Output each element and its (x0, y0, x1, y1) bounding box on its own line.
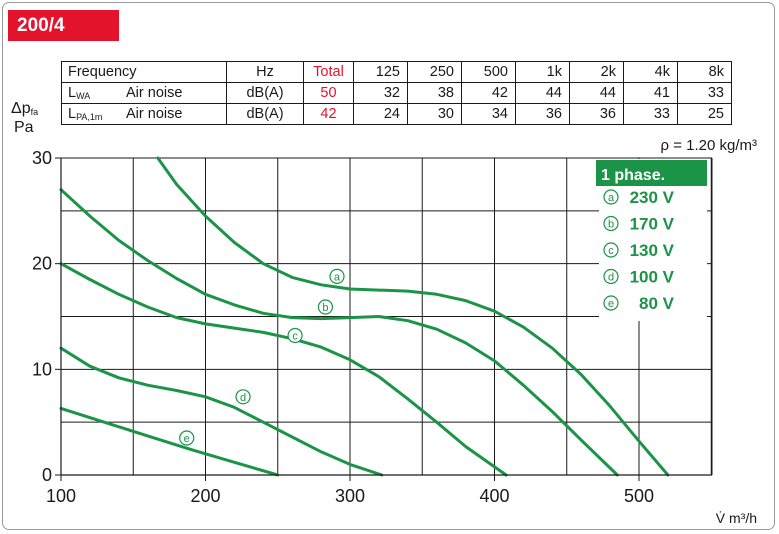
y-tick-label: 10 (32, 359, 52, 379)
row-band-value: 30 (407, 103, 462, 125)
noise-row-lwa: LWA Air noise dB(A) 50 32 38 42 44 44 41… (61, 82, 732, 104)
row-total: 42 (303, 103, 354, 125)
curve-d (59, 346, 384, 477)
noise-table-header-row: Frequency Hz Total 125 250 500 1k 2k 4k … (61, 61, 732, 83)
legend-item-label: 80 V (639, 294, 675, 313)
legend-item-label: 130 V (630, 241, 675, 260)
row-band-value: 42 (461, 82, 516, 104)
curve-c (59, 262, 508, 477)
legend-marker-text: e (608, 298, 614, 310)
curve-label-text: c (292, 331, 298, 343)
band-header: 4k (623, 61, 678, 83)
legend-marker-text: d (608, 272, 614, 284)
curves (59, 156, 670, 477)
density-note: ρ = 1.20 kg/m³ (661, 137, 758, 154)
x-tick-label: 400 (479, 486, 509, 506)
curve-label-marker-a (329, 268, 345, 284)
row-band-value: 25 (677, 103, 732, 125)
legend-marker-a (603, 189, 619, 205)
y-axis-symbol: Δpfa (11, 100, 39, 117)
band-header: 125 (353, 61, 408, 83)
curve-label-marker-b (317, 299, 334, 315)
legend-marker-e (603, 295, 619, 311)
row-band-value: 24 (353, 103, 408, 125)
frequency-header: Frequency (61, 61, 227, 83)
row-symbol: LWA (68, 85, 91, 101)
row-unit: dB(A) (226, 103, 304, 125)
legend-marker-text: b (608, 219, 614, 231)
row-symbol: LPA,1m (68, 106, 103, 122)
curve-labels: a b c d e (179, 268, 345, 446)
row-band-value: 34 (461, 103, 516, 125)
curve-label-text: a (334, 271, 341, 283)
x-tick-label: 300 (335, 486, 365, 506)
row-name: Air noise (126, 106, 183, 122)
noise-table: Frequency Hz Total 125 250 500 1k 2k 4k … (61, 61, 732, 125)
row-band-value: 41 (623, 82, 678, 104)
legend-item-label: 100 V (630, 268, 675, 287)
y-axis-unit: Pa (14, 119, 34, 136)
legend-title: 1 phase. (601, 167, 665, 184)
legend-item-label: 170 V (630, 215, 675, 234)
legend-marker-c (603, 242, 619, 258)
x-tick-label: 500 (624, 486, 654, 506)
legend-marker-b (603, 215, 619, 232)
curve-b (59, 188, 619, 477)
x-axis-label: V̇ m³/h (716, 510, 757, 526)
legend-marker-d (603, 268, 619, 285)
legend-item-label: 230 V (630, 188, 675, 207)
y-tick-label: 20 (32, 254, 52, 274)
model-badge: 200/4 (8, 10, 119, 41)
curve-a (156, 156, 670, 477)
curve-label-marker-d (235, 389, 251, 405)
x-tick-label: 200 (190, 486, 220, 506)
axes: 100 200 300 400 500 0 10 20 30 V̇ m³/h ρ = 1.20 kg… (32, 137, 757, 526)
legend-marker-text: a (608, 192, 615, 204)
noise-row-lpa: LPA,1m Air noise dB(A) 42 24 30 34 36 36… (61, 103, 732, 125)
row-name: Air noise (126, 85, 183, 101)
curve-label-marker-e (179, 430, 195, 446)
band-header: 250 (407, 61, 462, 83)
curve-e (59, 406, 280, 477)
band-header: 8k (677, 61, 732, 83)
x-tick-label: 100 (46, 486, 76, 506)
curve-label-text: b (322, 302, 328, 314)
curve-label-text: e (184, 433, 190, 445)
legend: 1 phase. a 230 V b 170 V c 130 V d 100 V e 80 V (596, 159, 707, 321)
y-tick-label: 0 (42, 465, 52, 485)
row-label: LPA,1m Air noise (61, 103, 227, 125)
curve-label-text: d (240, 392, 246, 404)
legend-marker-text: c (608, 245, 614, 257)
y-tick-label: 30 (32, 148, 52, 168)
legend-title-bg (596, 160, 707, 186)
curve-label-marker-c (287, 327, 303, 344)
